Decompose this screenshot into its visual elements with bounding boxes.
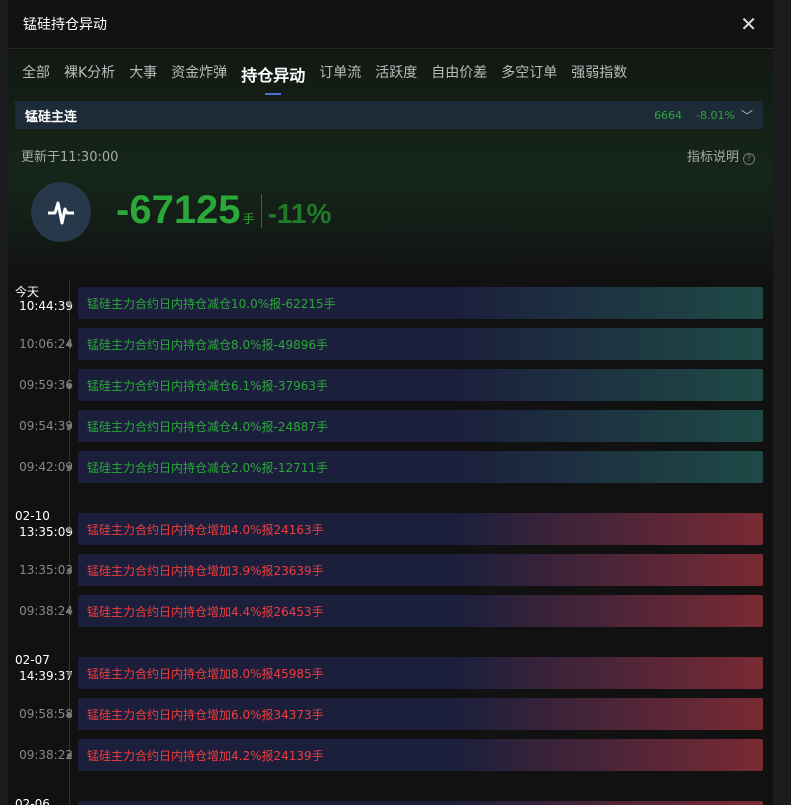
timeline-item: 09:38:22 锰硅主力合约日内持仓增加4.2%报24139手 xyxy=(8,739,773,780)
timeline-item: 13:35:03 锰硅主力合约日内持仓增加3.9%报23639手 xyxy=(8,554,773,595)
timeline-dot xyxy=(67,671,72,676)
timeline-dot xyxy=(67,609,72,614)
timeline-dot xyxy=(67,753,72,758)
modal-title: 锰硅持仓异动 xyxy=(23,17,107,33)
timeline-dot xyxy=(67,383,72,388)
contract-price: 6664 xyxy=(654,108,683,122)
event-time: 13:35:09 xyxy=(19,525,73,539)
event-card[interactable]: 锰硅主力合约日内持仓增加8.0%报45985手 xyxy=(78,657,763,689)
timeline-dot xyxy=(67,712,72,717)
modal-header: 锰硅持仓异动 ✕ xyxy=(8,0,773,49)
timeline-item: 09:42:09 锰硅主力合约日内持仓减仓2.0%报-12711手 xyxy=(8,451,773,492)
event-timeline: 今天 10:44:39 锰硅主力合约日内持仓减仓10.0%报-62215手 10:06… xyxy=(8,280,773,805)
timeline-dot xyxy=(67,301,72,306)
event-card[interactable]: 锰硅主力合约日内持仓减仓8.0%报-49896手 xyxy=(78,328,763,360)
event-card[interactable]: 锰硅主力合约日内持仓增加4.0%报24163手 xyxy=(78,513,763,545)
event-time: 09:58:58 xyxy=(19,707,73,721)
event-card[interactable]: 锰硅主力合约日内持仓增加4.4%报26453手 xyxy=(78,595,763,627)
pulse-icon xyxy=(31,182,91,242)
summary-unit: 手 xyxy=(242,212,255,226)
event-time: 10:06:24 xyxy=(19,337,73,351)
timeline-item: 02-0610:33:07锰硅主力合约日内持仓增加10.0%报42837手 xyxy=(8,797,773,805)
timeline-dot xyxy=(67,527,72,532)
hero-background xyxy=(8,50,773,280)
timeline-dot xyxy=(67,342,72,347)
date-label: 02-06 xyxy=(15,797,50,805)
summary: -67125 手 -11% xyxy=(116,188,331,233)
summary-pct: -11% xyxy=(267,198,332,229)
tab-bar: 全部 裸K分析 大事 资金炸弹 持仓异动 订单流 活跃度 自由价差 多空订单 强弱指数 xyxy=(15,58,634,95)
event-card[interactable]: 锰硅主力合约日内持仓增加10.0%报42837手 xyxy=(78,801,763,805)
close-icon[interactable]: ✕ xyxy=(740,12,757,36)
tab-5[interactable]: 订单流 xyxy=(319,65,362,81)
help-label: 指标说明 xyxy=(686,150,739,165)
divider xyxy=(260,193,262,228)
chevron-down-icon: ﹀ xyxy=(740,108,753,123)
tab-8[interactable]: 多空订单 xyxy=(501,65,558,81)
event-time: 09:59:36 xyxy=(19,378,73,392)
timeline-item: 09:54:39 锰硅主力合约日内持仓减仓4.0%报-24887手 xyxy=(8,410,773,451)
question-icon: ? xyxy=(743,153,755,165)
event-time: 09:38:22 xyxy=(19,748,73,762)
summary-value: -67125 xyxy=(116,188,241,232)
timeline-line xyxy=(69,280,70,805)
date-label: 今天 xyxy=(15,285,40,299)
timeline-item: 10:06:24 锰硅主力合约日内持仓减仓8.0%报-49896手 xyxy=(8,328,773,369)
event-card[interactable]: 锰硅主力合约日内持仓减仓6.1%报-37963手 xyxy=(78,369,763,401)
tab-3[interactable]: 资金炸弹 xyxy=(171,65,228,81)
timeline-dot xyxy=(67,424,72,429)
tab-0[interactable]: 全部 xyxy=(22,65,50,81)
indicator-help-link[interactable]: 指标说明? xyxy=(687,146,755,165)
timeline-item: 09:59:36 锰硅主力合约日内持仓减仓6.1%报-37963手 xyxy=(8,369,773,410)
position-change-modal: 锰硅持仓异动 ✕ 全部 裸K分析 大事 资金炸弹 持仓异动 订单流 活跃度 自由价差 多空订单强… xyxy=(8,0,773,805)
timeline-item: 02-07 14:39:37 锰硅主力合约日内持仓增加8.0%报45985手 xyxy=(8,653,773,698)
timeline-item: 09:38:24 锰硅主力合约日内持仓增加4.4%报26453手 xyxy=(8,595,773,636)
tab-6[interactable]: 活跃度 xyxy=(375,65,418,81)
event-card[interactable]: 锰硅主力合约日内持仓增加6.0%报34373手 xyxy=(78,698,763,730)
date-label: 02-07 xyxy=(15,653,50,667)
event-time: 09:38:24 xyxy=(19,604,73,618)
contract-name: 锰硅主连 xyxy=(25,109,78,125)
tab-9[interactable]: 强弱指数 xyxy=(571,65,628,81)
event-time: 13:35:03 xyxy=(19,563,73,577)
event-card[interactable]: 锰硅主力合约日内持仓增加4.2%报24139手 xyxy=(78,739,763,771)
contract-change: -8.01% xyxy=(696,108,735,122)
update-time: 更新于11:30:00 xyxy=(21,150,119,165)
timeline-dot xyxy=(67,568,72,573)
tab-7[interactable]: 自由价差 xyxy=(431,65,488,81)
timeline-dot xyxy=(67,465,72,470)
event-time: 09:42:09 xyxy=(19,460,73,474)
date-label: 02-10 xyxy=(15,509,50,523)
event-time: 14:39:37 xyxy=(19,669,73,683)
tab-4[interactable]: 持仓异动 xyxy=(234,58,312,95)
event-card[interactable]: 锰硅主力合约日内持仓减仓2.0%报-12711手 xyxy=(78,451,763,483)
timeline-item: 今天 10:44:39 锰硅主力合约日内持仓减仓10.0%报-62215手 xyxy=(8,285,773,328)
event-time: 10:44:39 xyxy=(19,299,73,313)
event-card[interactable]: 锰硅主力合约日内持仓减仓4.0%报-24887手 xyxy=(78,410,763,442)
tab-2[interactable]: 大事 xyxy=(129,65,158,81)
tab-1[interactable]: 裸K分析 xyxy=(64,65,116,81)
event-time: 09:54:39 xyxy=(19,419,73,433)
event-card[interactable]: 锰硅主力合约日内持仓减仓10.0%报-62215手 xyxy=(78,287,763,319)
contract-selector[interactable]: 锰硅主连 6664 -8.01% ﹀ xyxy=(15,101,763,129)
timeline-item: 09:58:58 锰硅主力合约日内持仓增加6.0%报34373手 xyxy=(8,698,773,739)
timeline-item: 02-10 13:35:09 锰硅主力合约日内持仓增加4.0%报24163手 xyxy=(8,509,773,554)
event-card[interactable]: 锰硅主力合约日内持仓增加3.9%报23639手 xyxy=(78,554,763,586)
